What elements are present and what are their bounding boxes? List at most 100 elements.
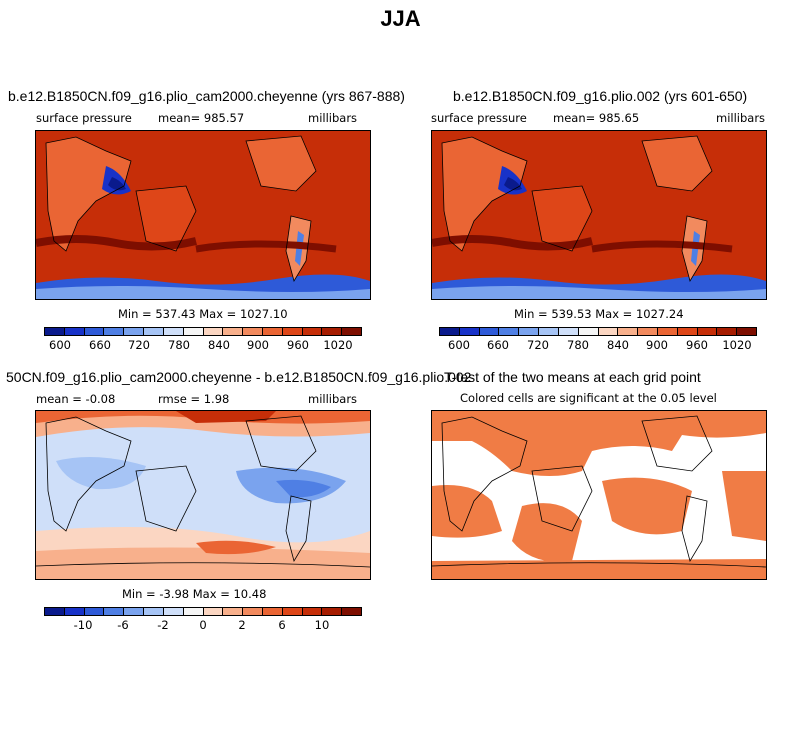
colorbar-swatch [677,328,698,335]
panel1-colorbar-swatches [44,327,362,336]
colorbar-swatch [243,328,263,335]
colorbar-swatch [499,328,520,335]
panel3-tick: 0 [199,618,207,632]
colorbar-swatch [558,328,579,335]
colorbar-swatch [638,328,658,335]
panel1-map [35,130,371,300]
panel2-colorbar [439,327,757,336]
colorbar-swatch [342,328,361,335]
panel3-mean: mean = -0.08 [36,392,116,406]
panel1-tick: 720 [128,338,150,352]
colorbar-swatch [262,328,283,335]
panel3-map [35,410,371,580]
panel3-colorbar [44,607,362,616]
colorbar-swatch [322,328,343,335]
colorbar-swatch [104,608,125,615]
panel1-tick: 780 [168,338,190,352]
coastlines [441,135,713,283]
panel1-tick: 840 [208,338,230,352]
coastlines [432,415,766,568]
panel2-tick: 960 [686,338,708,352]
coastlines [36,415,370,568]
continent-c [246,136,316,191]
panel3-tick: 6 [278,618,286,632]
colorbar-swatch [223,328,244,335]
panel4-map [431,410,767,580]
panel1-map-svg [36,131,370,299]
colorbar-swatch [163,328,184,335]
panel1-tick: 660 [89,338,111,352]
colorbar-swatch [163,608,184,615]
high-belt-2 [591,240,733,253]
panel2-variable: surface pressure [431,111,527,125]
colorbar-swatch [223,608,244,615]
panel2-tick: 900 [646,338,668,352]
panel4-map-svg [432,411,766,579]
colorbar-swatch [459,328,480,335]
continent-a [46,137,131,251]
colorbar-swatch [84,608,105,615]
continent-b [532,186,592,251]
colorbar-swatch [243,608,263,615]
coastlines [45,135,317,283]
panel3-tick: -10 [73,618,93,632]
panel2-tick: 780 [567,338,589,352]
panel3-rmse: rmse = 1.98 [158,392,230,406]
panel1-tick: 960 [287,338,309,352]
negative-zone-core [276,479,331,498]
panel2-tick: 720 [527,338,549,352]
antarctica-interior [36,286,370,299]
colorbar-swatch [144,328,164,335]
colorbar-swatch [539,328,559,335]
panel1-minmax: Min = 537.43 Max = 1027.10 [118,307,288,321]
panel3-tick: 10 [314,618,330,632]
panel2-map [431,130,767,300]
colorbar-swatch [479,328,500,335]
colorbar-swatch [183,328,204,335]
colorbar-swatch [440,328,460,335]
panel1-variable: surface pressure [36,111,132,125]
continent-c [642,136,712,191]
colorbar-swatch [282,608,303,615]
panel1-mean: mean= 985.57 [158,111,245,125]
colorbar-swatch [144,608,164,615]
colorbar-swatch [262,608,283,615]
colorbar-swatch [697,328,718,335]
panel1-title: b.e12.B1850CN.f09_g16.plio_cam2000.cheye… [8,88,405,104]
panel4-subtitle: Colored cells are significant at the 0.0… [460,391,717,405]
significant-cells [432,411,766,579]
colorbar-swatch [657,328,678,335]
colorbar-swatch [598,328,619,335]
colorbar-swatch [717,328,738,335]
colorbar-swatch [302,608,323,615]
antarctica-interior [432,286,766,299]
colorbar-swatch [618,328,639,335]
panel3-tick: -2 [157,618,169,632]
negative-zone-1 [56,457,146,490]
colorbar-swatch [342,608,361,615]
colorbar-swatch [64,328,85,335]
panel1-colorbar [44,327,362,336]
colorbar-swatch [124,328,145,335]
panel2-tick: 660 [487,338,509,352]
panel3-tick: 2 [238,618,246,632]
colorbar-swatch [737,328,756,335]
continent-b [136,186,196,251]
colorbar-swatch [64,608,85,615]
colorbar-swatch [322,608,343,615]
panel2-units: millibars [716,111,766,125]
panel4-title: T-test of the two means at each grid poi… [444,369,701,385]
continent-a [442,137,527,251]
colorbar-swatch [183,608,204,615]
panel2-colorbar-swatches [439,327,757,336]
colorbar-swatch [302,328,323,335]
panel1-units: millibars [308,111,358,125]
panel3-title: 50CN.f09_g16.plio_cam2000.cheyenne - b.e… [6,369,472,385]
colorbar-swatch [104,328,125,335]
panel2-tick: 840 [607,338,629,352]
panel3-tick: -6 [117,618,129,632]
panel2-tick: 1020 [722,338,752,352]
colorbar-swatch [203,328,224,335]
figure-title: JJA [380,6,421,31]
high-belt-2 [195,240,337,253]
